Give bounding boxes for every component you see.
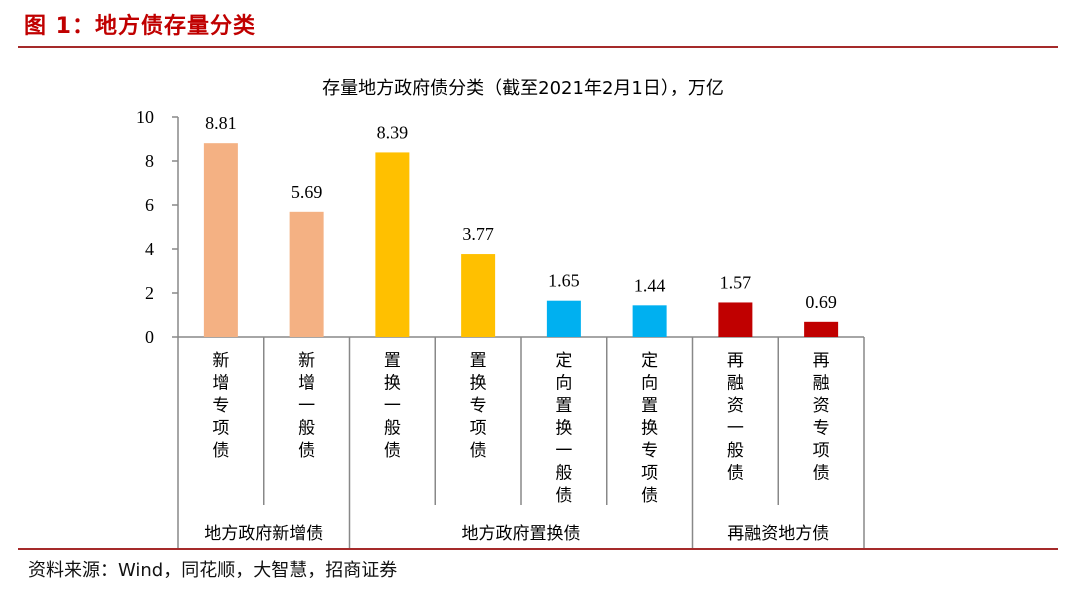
source-note: 资料来源：Wind，同花顺，大智慧，招商证券 <box>28 560 398 581</box>
y-tick-label: 4 <box>145 239 154 259</box>
x-category-label: 定向置换一般债 <box>555 351 572 506</box>
data-label: 8.39 <box>377 122 409 142</box>
y-tick-label: 0 <box>145 327 154 347</box>
y-tick-label: 2 <box>145 283 154 303</box>
x-category-label: 置换专项债 <box>470 351 487 461</box>
x-category-label: 再融资专项债 <box>813 351 830 484</box>
bottom-rule <box>18 548 1058 550</box>
x-group-label: 地方政府新增债 <box>204 524 323 544</box>
data-label: 8.81 <box>205 113 237 133</box>
x-category-label: 新增专项债 <box>212 351 229 461</box>
x-category-label: 再融资一般债 <box>727 351 744 484</box>
x-category-label: 置换一般债 <box>384 351 401 461</box>
bar <box>203 143 238 337</box>
data-label: 0.69 <box>805 292 837 312</box>
y-tick-label: 8 <box>145 151 154 171</box>
bar <box>632 305 667 337</box>
x-category-label: 定向置换专项债 <box>641 351 658 506</box>
x-group-label: 地方政府置换债 <box>462 524 581 544</box>
data-label: 5.69 <box>291 182 323 202</box>
data-label: 1.57 <box>720 272 752 292</box>
x-category-label: 新增一般债 <box>298 351 315 461</box>
bar <box>546 300 581 337</box>
x-group-label: 再融资地方债 <box>727 524 829 544</box>
y-tick-label: 10 <box>136 107 154 127</box>
bar <box>804 321 839 337</box>
data-label: 1.44 <box>634 275 666 295</box>
data-label: 1.65 <box>548 271 580 291</box>
data-label: 3.77 <box>462 224 494 244</box>
bar <box>461 254 496 337</box>
y-tick-label: 6 <box>145 195 154 215</box>
bar <box>289 211 324 337</box>
top-rule <box>18 46 1058 48</box>
figure-title: 图 1：地方债存量分类 <box>24 14 256 39</box>
chart-title: 存量地方政府债分类（截至2021年2月1日），万亿 <box>322 78 724 99</box>
bar <box>375 152 410 337</box>
bar <box>718 302 753 337</box>
